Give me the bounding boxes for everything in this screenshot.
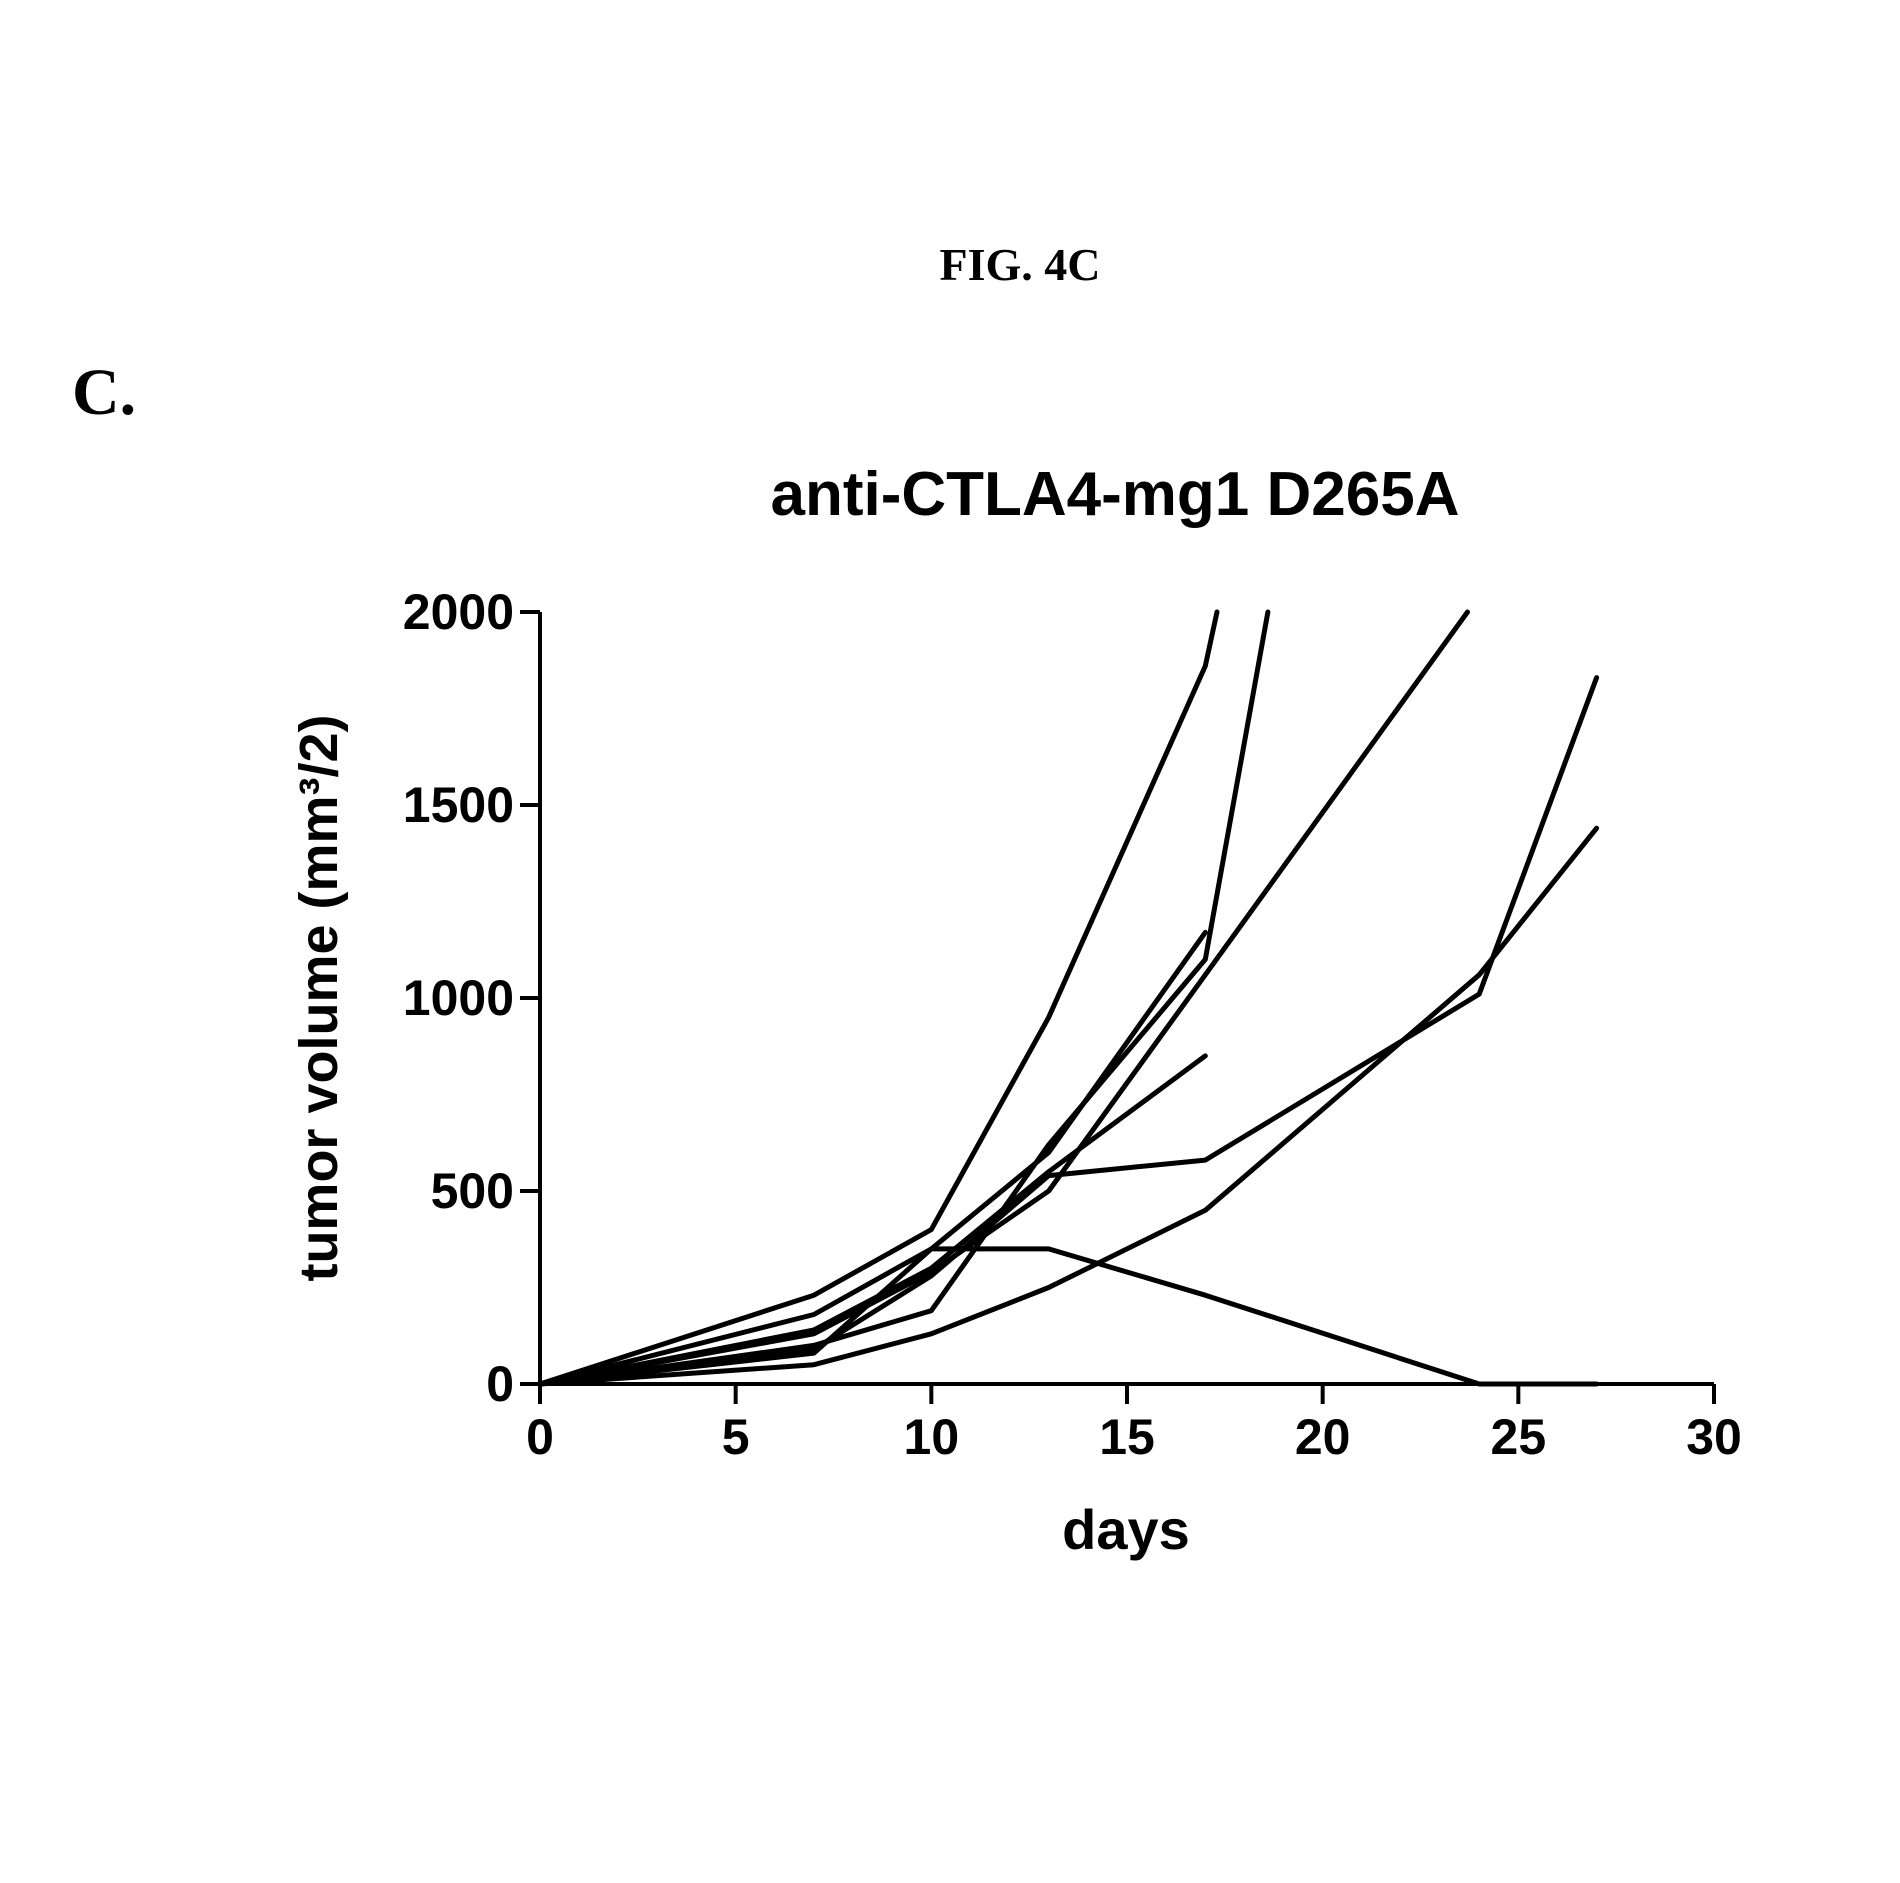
x-ticks: 0 5 10 15 20 25 30 (526, 1384, 1742, 1465)
x-tick-label: 30 (1686, 1409, 1742, 1465)
y-tick-label: 1000 (403, 970, 514, 1026)
x-axis-title: days (1062, 1498, 1190, 1561)
x-tick-label: 20 (1295, 1409, 1351, 1465)
series-line-8 (540, 1249, 1597, 1384)
series-line-3 (540, 612, 1468, 1384)
y-tick-label: 500 (431, 1163, 514, 1219)
series-layer (540, 612, 1597, 1384)
x-tick-label: 0 (526, 1409, 554, 1465)
series-line-7 (540, 828, 1597, 1384)
y-axis-title: tumor volume (mm³/2) (289, 714, 349, 1281)
y-tick-label: 2000 (403, 584, 514, 640)
x-tick-label: 5 (722, 1409, 750, 1465)
x-tick-label: 25 (1491, 1409, 1547, 1465)
x-tick-label: 10 (904, 1409, 960, 1465)
series-line-4 (540, 932, 1205, 1384)
y-tick-label: 1500 (403, 777, 514, 833)
y-tick-label: 0 (486, 1356, 514, 1412)
chart-title: anti-CTLA4-mg1 D265A (771, 460, 1460, 529)
y-ticks: 0 500 1000 1500 2000 (403, 584, 540, 1412)
x-tick-label: 15 (1099, 1409, 1155, 1465)
series-line-5 (540, 1056, 1205, 1384)
